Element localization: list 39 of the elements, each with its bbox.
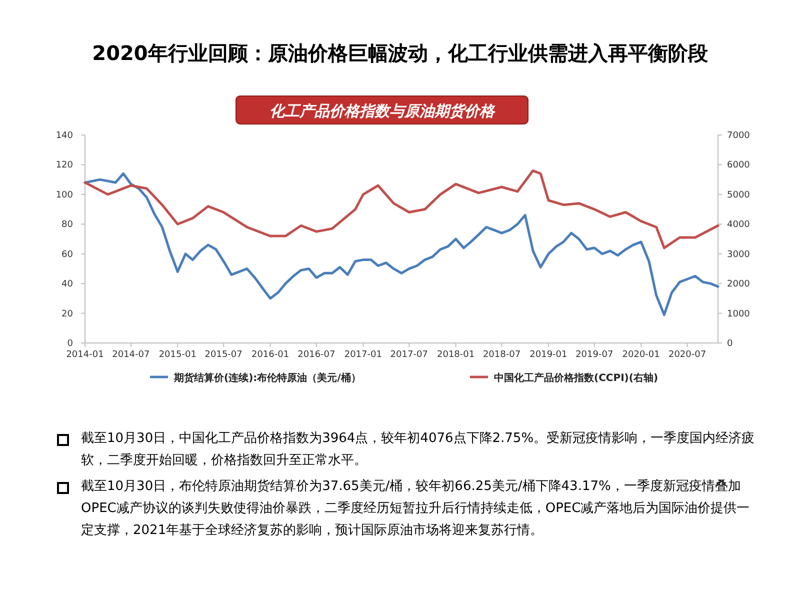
line-series xyxy=(84,169,720,250)
y-tick-label: 140 xyxy=(56,131,74,141)
x-tick-label: 2020-07 xyxy=(668,350,706,360)
subtitle: 化工产品价格指数与原油期货价格 xyxy=(236,96,528,124)
x-tick-label: 2016-07 xyxy=(298,350,336,360)
x-tick-label: 2014-07 xyxy=(112,350,150,360)
x-tick-label: 2020-01 xyxy=(622,350,660,360)
chart-title: 2020年行业回顾：原油价格巨幅波动，化工行业供需进入再平衡阶段 xyxy=(91,40,709,67)
y2-tick-label: 5000 xyxy=(727,190,750,200)
y-tick-label: 60 xyxy=(62,250,74,260)
y-tick-label: 20 xyxy=(62,309,74,320)
x-tick-label: 2015-01 xyxy=(158,350,196,360)
y2-tick-label: 1000 xyxy=(727,309,750,320)
legend-label: 期货结算价(连续):布伦特原油（美元/桶） xyxy=(173,372,361,384)
y2-tick-label: 6000 xyxy=(727,160,750,171)
x-tick-label: 2018-01 xyxy=(437,350,475,360)
y-tick-label: 40 xyxy=(62,280,74,290)
y-tick-label: 120 xyxy=(56,160,74,171)
x-tick-label: 2019-01 xyxy=(530,350,568,360)
legend-label: 中国化工产品价格指数(CCPI)(右轴) xyxy=(494,372,658,384)
text: 截至10月30日，布伦特原油期货结算价为37.65美元/桶，较年初66.25美元/桶下降43.17%，一季度新冠疫情叠加OPEC减产协议的谈判失败使得油价暴跌，二季度经历短暂拉升后行情持续走低，OPEC减产落地后为国际油价提供一定支撑，2021年基于全球经济复苏的影响，预计国际原油市场将迎来复苏行情。 xyxy=(81,479,750,538)
line-series xyxy=(84,172,720,316)
y2-tick-label: 0 xyxy=(727,339,733,349)
y2-tick-label: 2000 xyxy=(727,280,750,290)
y-tick-label: 80 xyxy=(62,220,74,230)
x-tick-label: 2017-07 xyxy=(390,350,428,360)
y2-tick-label: 3000 xyxy=(727,250,750,260)
x-tick-label: 2015-07 xyxy=(204,350,242,360)
y-tick-label: 100 xyxy=(56,190,74,200)
x-tick-label: 2014-01 xyxy=(66,350,104,360)
x-tick-label: 2016-01 xyxy=(251,350,290,360)
y-tick-label: 0 xyxy=(67,339,74,349)
chart-subtitle: 化工产品价格指数与原油期货价格 xyxy=(270,102,496,120)
x-tick-label: 2019-07 xyxy=(576,350,614,360)
text: 截至10月30日，中国化工产品价格指数为3964点，较年初4076点下降2.75%。受新冠疫情影响，一季度国内经济疲软，二季度开始回暖，价格指数回升至正常水平。 xyxy=(81,431,755,468)
y2-tick-label: 4000 xyxy=(727,220,750,230)
x-tick-label: 2018-07 xyxy=(482,350,521,360)
x-tick-label: 2017-01 xyxy=(344,350,382,360)
y2-tick-label: 7000 xyxy=(727,131,750,141)
